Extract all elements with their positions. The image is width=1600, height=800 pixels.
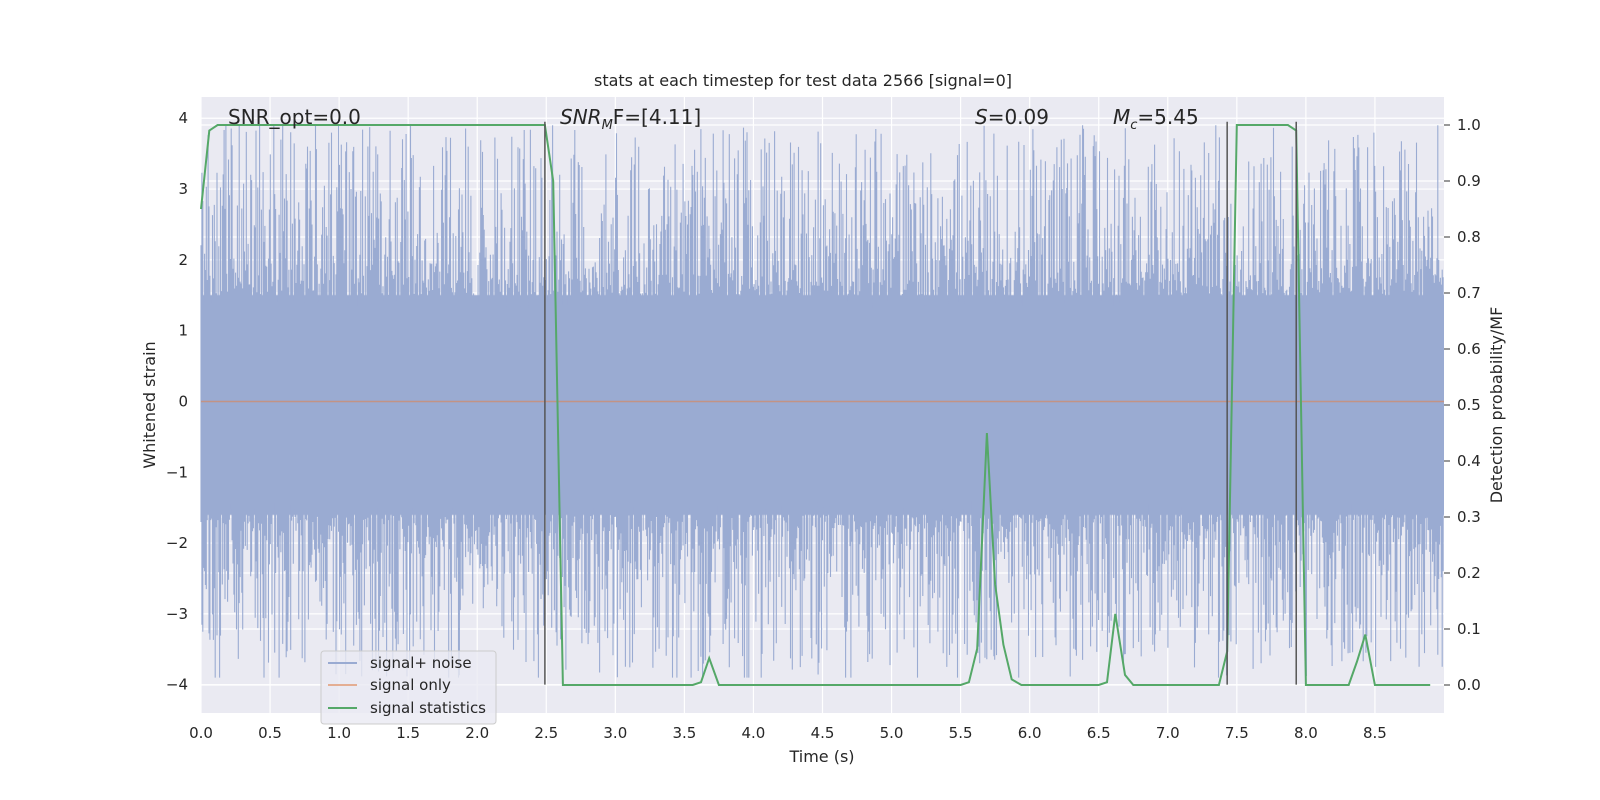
statistics-series	[200, 124, 1431, 686]
annotation-snr-opt: SNR_opt=0.0	[228, 105, 361, 129]
annotation-s-main: S	[975, 105, 988, 129]
y2-tick-label-3: 0.7	[1457, 284, 1481, 302]
y-axis-label: Whitened strain	[140, 341, 159, 468]
y-tick-label-3: 1	[178, 322, 188, 340]
y-tick-label-2: 2	[178, 251, 188, 269]
x-tick-label-17: 8.5	[1363, 724, 1387, 742]
annotation-s: S=0.09	[975, 105, 1049, 129]
annotation-mc-main: M	[1113, 105, 1130, 129]
legend-label-statistics: signal statistics	[370, 699, 486, 717]
y2-tick-label-0: 1.0	[1457, 116, 1481, 134]
annotations: SNR_opt=0.0 SNRMF=[4.11] S=0.09 Mc=5.45	[228, 105, 1199, 133]
x-tick-label-5: 2.5	[534, 724, 558, 742]
y-tick-label-6: −2	[166, 534, 188, 552]
y2-tick-label-6: 0.4	[1457, 452, 1481, 470]
annotation-mc-tail: =5.45	[1137, 105, 1198, 129]
annotation-s-tail: =0.09	[988, 105, 1049, 129]
y-tick-label-8: −4	[166, 676, 188, 694]
y-tick-label-7: −3	[166, 605, 188, 623]
x-axis-ticks: 0.0 0.5 1.0 1.5 2.0 2.5 3.0 3.5 4.0 4.5 5.0 5.5 6.0 6…	[189, 724, 1387, 742]
x-tick-label-7: 3.5	[672, 724, 696, 742]
legend: signal+ noise signal only signal statist…	[320, 650, 497, 725]
noise-trace	[200, 125, 1444, 678]
x-tick-label-15: 7.5	[1225, 724, 1249, 742]
y2-tick-label-10: 0.0	[1457, 676, 1481, 694]
annotation-mc-sub: c	[1130, 118, 1137, 133]
x-tick-label-0: 0.0	[189, 724, 213, 742]
y2-tick-label-2: 0.8	[1457, 228, 1481, 246]
y-tick-label-4: 0	[178, 392, 188, 410]
chart-title: stats at each timestep for test data 256…	[594, 71, 1012, 90]
y-tick-label-1: 3	[178, 180, 188, 198]
vertical-markers	[544, 121, 1297, 685]
y2-axis-label: Detection probability/MF	[1487, 307, 1506, 504]
annotation-mc: Mc=5.45	[1113, 105, 1199, 133]
y-axis-ticks: 4 3 2 1 0 −1 −2 −3 −4	[166, 109, 188, 693]
annotation-snr-mf: SNRMF=[4.11]	[560, 105, 701, 133]
x-tick-label-4: 2.0	[465, 724, 489, 742]
x-tick-label-6: 3.0	[603, 724, 627, 742]
x-tick-label-14: 7.0	[1156, 724, 1180, 742]
plot-area	[200, 97, 1444, 713]
y2-tick-label-4: 0.6	[1457, 340, 1481, 358]
y-tick-label-0: 4	[178, 109, 188, 127]
noise-series	[200, 125, 1444, 678]
x-tick-label-2: 1.0	[327, 724, 351, 742]
y2-tick-label-5: 0.5	[1457, 396, 1481, 414]
x-tick-label-11: 5.5	[949, 724, 973, 742]
y2-tick-label-1: 0.9	[1457, 172, 1481, 190]
y2-tick-label-7: 0.3	[1457, 508, 1481, 526]
annotation-snr-mf-sub: M	[602, 118, 613, 133]
x-tick-label-1: 0.5	[258, 724, 282, 742]
y2-tick-label-9: 0.1	[1457, 620, 1481, 638]
legend-label-signal-only: signal only	[370, 676, 451, 694]
annotation-snr-mf-main: SNR	[560, 105, 602, 129]
x-tick-label-16: 8.0	[1294, 724, 1318, 742]
legend-box	[320, 650, 497, 725]
y2-axis-ticks: 1.0 0.9 0.8 0.7 0.6 0.5 0.4 0.3 0.2 0.1 0.0	[1444, 116, 1481, 694]
legend-label-noise: signal+ noise	[370, 654, 472, 672]
x-tick-label-3: 1.5	[396, 724, 420, 742]
x-tick-label-13: 6.5	[1087, 724, 1111, 742]
y2-tick-label-8: 0.2	[1457, 564, 1481, 582]
x-tick-label-9: 4.5	[811, 724, 835, 742]
annotation-snr-mf-tail: F=[4.11]	[613, 105, 701, 129]
x-axis-label: Time (s)	[788, 747, 854, 766]
x-tick-label-12: 6.0	[1018, 724, 1042, 742]
y-tick-label-5: −1	[166, 463, 188, 481]
x-tick-label-8: 4.0	[742, 724, 766, 742]
x-tick-label-10: 5.0	[880, 724, 904, 742]
statistics-line	[200, 124, 1431, 686]
